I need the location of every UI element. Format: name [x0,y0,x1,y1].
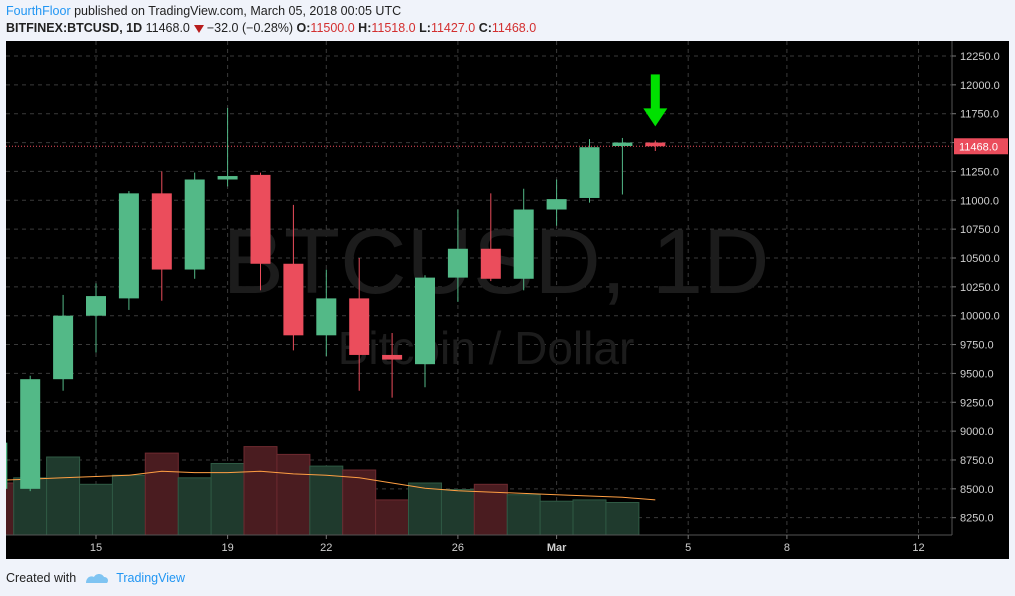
candle-body [513,209,534,279]
price-tick-label: 9500.0 [960,368,994,380]
candle-body [349,298,370,355]
candle-body [645,142,666,147]
price-tick-label: 11750.0 [960,109,999,121]
volume-bar [210,463,245,536]
price-tick-label: 10500.0 [960,253,1000,265]
price-tick-label: 9750.0 [960,340,994,352]
candle-body [6,442,8,489]
price-tick-label: 10750.0 [960,224,1000,236]
volume-bar [46,456,81,536]
candle-body [151,193,172,270]
price-axis[interactable]: 8250.0 8500.0 8750.0 9000.0 9250.0 9500.0 9750… [951,41,1009,559]
candle-body [53,315,74,380]
tradingview-logo-icon[interactable] [84,571,110,585]
candle-body [612,142,633,147]
price-tick-label: 12250.0 [960,51,1000,63]
close-value: 11468.0 [491,21,537,35]
candle-body [316,298,337,336]
time-axis[interactable]: 15 19 22 26 Mar 5 8 12 [6,534,1009,559]
tradingview-link[interactable]: TradingView [116,571,185,585]
low-value: 11427.0 [430,21,476,35]
candle-body [546,199,567,210]
price-tick-label: 12000.0 [960,80,1000,92]
price-tick-label: 8750.0 [960,455,994,467]
close-label: C: [478,21,492,35]
last-price: 11468.0 [145,21,190,35]
candle-body [86,296,106,316]
time-tick-label: 22 [320,542,332,554]
high-value: 11518.0 [371,21,416,35]
watermark-description: Bitcoin / Dollar [338,322,635,374]
publish-info: published on TradingView.com, March 05, … [70,4,402,18]
volume-bar [440,489,475,536]
price-tick-label: 10250.0 [960,282,1000,294]
time-tick-label: 5 [685,542,691,554]
price-tick-label: 8250.0 [960,513,994,525]
price-change: −32.0 (−0.28%) [206,21,294,35]
volume-moving-average [6,470,656,501]
candles [6,107,666,492]
volume-bar [144,452,179,536]
time-axis-background [6,535,1009,559]
time-tick-label: 8 [784,542,790,554]
candle-body [283,263,304,336]
price-tick-label: 11000.0 [960,195,999,207]
arrow-head [643,108,668,127]
time-tick-label: 26 [452,542,464,554]
candle-body [579,147,600,198]
candle-body [415,277,435,365]
open-value: 11500.0 [310,21,355,35]
volume-bar [375,499,410,536]
candle-body [447,248,468,278]
volume-bar [605,502,640,536]
candle-body [480,248,501,279]
candle-body [382,354,403,360]
price-axis-background [952,41,1009,559]
volume-bar [408,482,442,536]
down-arrow-icon [643,74,668,127]
time-tick-label: 15 [90,542,102,554]
volume-bar [506,494,541,536]
high-label: H: [358,21,372,35]
candle-body [20,379,41,489]
price-tag-box [954,138,1008,155]
arrow-shaft [650,74,660,111]
volume-bar [79,483,113,536]
candlestick-chart[interactable]: BTCUSD, 1D Bitcoin / Dollar 8250.08500.0… [6,41,1009,559]
open-label: O: [296,21,311,35]
symbol-name: BITFINEX:BTCUSD, 1D [6,21,143,35]
volume-bar [539,500,574,536]
footer: Created with TradingView [6,566,185,590]
candle-body [250,174,271,264]
volume-bar [111,474,146,536]
chart-header: FourthFloor published on TradingView.com… [6,3,1009,39]
volume-bar [276,453,311,536]
volume-bar [572,499,607,536]
candle-body [184,179,205,270]
author-link[interactable]: FourthFloor [6,4,71,18]
grid-lines [6,41,952,535]
volume-bar [177,477,212,536]
created-with-label: Created with [6,571,77,585]
price-tag-label: 11468.0 [959,141,998,153]
price-tick-label: 9250.0 [960,397,994,409]
last-price-tag: 11468.0 [954,138,1008,155]
time-tick-label: Mar [547,542,567,554]
price-tick-label: 10000.0 [960,311,1000,323]
chart-panel[interactable]: BTCUSD, 1D Bitcoin / Dollar 8250.0 8500.0… [6,41,1009,559]
low-label: L: [419,21,431,35]
publish-line: FourthFloor published on TradingView.com… [6,3,1009,20]
candle-body [118,193,139,299]
volume-bar [6,482,15,536]
price-tick-label: 8500.0 [960,484,994,496]
down-triangle-icon [193,25,204,33]
volume-bar [243,446,278,536]
time-tick-label: 19 [221,542,233,554]
time-tick-label: 12 [912,542,924,554]
symbol-line: BITFINEX:BTCUSD, 1D 11468.0 −32.0 (−0.28%… [6,20,1009,37]
candle-body [217,176,238,180]
price-tick-label: 9000.0 [960,426,994,438]
price-tick-label: 11250.0 [960,166,999,178]
